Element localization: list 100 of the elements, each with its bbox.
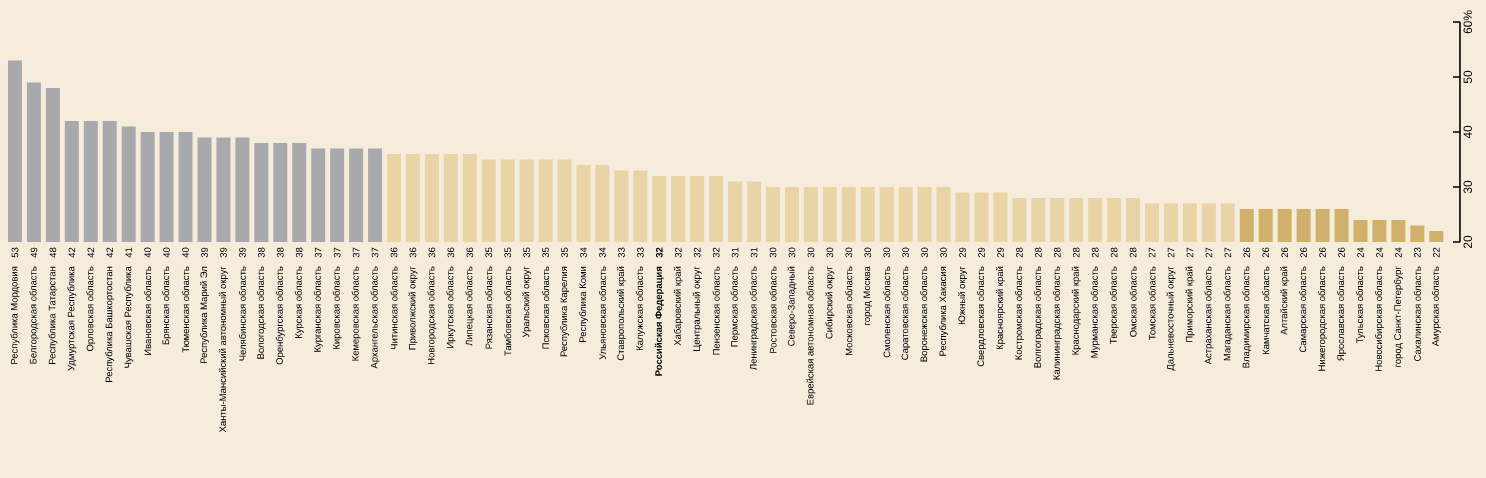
x-tick-label: Новгородская область — [427, 266, 437, 365]
data-label: 36 — [409, 247, 417, 258]
data-label: 30 — [826, 247, 834, 258]
data-label: 36 — [447, 247, 455, 258]
data-label: 38 — [257, 247, 265, 258]
x-tick-label: Омская область — [1129, 266, 1137, 337]
data-label: 30 — [845, 247, 853, 258]
data-label: 34 — [599, 247, 606, 258]
x-tick-label: Тюменская область — [182, 266, 190, 353]
x-tick-label: Ульяновская область — [598, 266, 606, 360]
y-tick-label: 40 — [1463, 125, 1472, 139]
data-label: 32 — [712, 247, 720, 258]
x-tick-label: Брянская область — [162, 266, 172, 345]
data-label: 36 — [466, 247, 474, 258]
x-tick-label: Пензенская область — [712, 266, 720, 355]
x-tick-label: Белгородская область — [29, 266, 39, 364]
x-tick-label: Новосибирская область — [1374, 266, 1384, 371]
y-tick-label: 60% — [1463, 10, 1472, 34]
x-tick-label: Тульская область — [1356, 266, 1365, 344]
x-tick-label: Амурская область — [1431, 266, 1441, 347]
x-tick-label: Еврейская автономная область — [806, 266, 816, 405]
data-label: 26 — [1262, 247, 1270, 258]
x-tick-label: Кемеровская область — [351, 266, 361, 361]
data-label: 29 — [978, 247, 985, 258]
x-tick-label: Рязанская область — [485, 266, 493, 349]
x-tick-label: город Санкт-Петербург — [1393, 266, 1403, 367]
data-label: 27 — [1205, 247, 1213, 258]
x-tick-label: Астраханская область — [1204, 266, 1214, 365]
data-label: 28 — [1053, 247, 1061, 258]
data-label: 23 — [1413, 247, 1421, 258]
x-tick-label: Ставропольский край — [616, 266, 626, 361]
x-tick-label: Алтайский край — [1280, 266, 1290, 335]
x-tick-label: Липецкая область — [465, 266, 475, 346]
data-label: 30 — [940, 247, 947, 258]
x-tick-label: Владимирская область — [1242, 266, 1252, 368]
data-label: 26 — [1338, 247, 1345, 258]
x-tick-label: Мурманская область — [1090, 266, 1100, 358]
data-label: 53 — [11, 247, 19, 258]
data-label: 33 — [618, 247, 625, 258]
y-tick-label: 50 — [1463, 70, 1472, 84]
x-tick-label: Калужская область — [635, 266, 645, 351]
data-label: 26 — [1319, 247, 1326, 258]
x-tick-label: Республика Башкортостан — [105, 266, 115, 382]
data-label: 39 — [201, 247, 208, 258]
data-label: 35 — [542, 247, 549, 258]
data-label: 31 — [731, 247, 739, 258]
data-label: 32 — [693, 247, 701, 258]
data-label: 37 — [314, 247, 322, 258]
x-tick-label: Центральный округ — [692, 266, 702, 351]
data-label: 26 — [1300, 247, 1307, 258]
data-label: 28 — [1129, 247, 1137, 258]
data-label: 49 — [30, 247, 38, 258]
data-label: 28 — [1091, 247, 1099, 258]
x-tick-label: Республика Татарстан — [48, 266, 58, 364]
data-label: 24 — [1376, 247, 1383, 258]
x-tick-label: Тверская область — [1109, 266, 1119, 344]
data-label: 39 — [220, 247, 227, 258]
x-tick-label: Приволжский округ — [408, 266, 418, 350]
x-tick-label: Хабаровский край — [673, 266, 683, 346]
x-tick-label: Ивановская область — [144, 266, 152, 355]
x-tick-label: Сибирский округ — [825, 266, 835, 339]
data-label: 33 — [637, 247, 644, 258]
data-label: 27 — [1148, 247, 1156, 258]
x-tick-label: Самарская область — [1299, 266, 1309, 353]
data-label: 36 — [428, 247, 436, 258]
data-label: 28 — [1034, 247, 1042, 258]
x-tick-label: Республика Карелия — [560, 266, 569, 357]
x-tick-label: Костромская область — [1014, 266, 1024, 360]
data-label: 30 — [902, 247, 910, 258]
x-tick-label: Орловская область — [86, 266, 96, 352]
x-tick-label: Российская Федерация — [654, 266, 664, 376]
x-tick-label: Тамбовская область — [504, 266, 512, 356]
x-tick-label: Оренбургская область — [275, 266, 285, 365]
x-tick-label: Смоленская область — [883, 266, 891, 358]
x-tick-label: Краснодарский край — [1071, 266, 1081, 355]
data-label: 35 — [523, 247, 530, 258]
x-tick-label: Саратовская область — [901, 266, 911, 360]
x-tick-label: Кировская область — [332, 266, 342, 349]
x-tick-label: Нижегородская область — [1318, 266, 1328, 371]
data-label: 42 — [106, 247, 114, 258]
data-label: 27 — [1224, 247, 1232, 258]
data-label: 40 — [182, 247, 189, 258]
x-tick-label: Ленинградская область — [749, 266, 759, 370]
data-label: 28 — [1016, 247, 1023, 258]
data-label: 39 — [239, 247, 246, 258]
x-tick-label: Ханты-Мансийский автономный округ — [218, 266, 228, 433]
data-label: 35 — [485, 247, 493, 258]
x-tick-label: Республика Коми — [579, 266, 588, 342]
x-tick-label: Магаданская область — [1223, 266, 1233, 361]
x-tick-label: Ростовская область — [769, 266, 777, 353]
data-label: 30 — [883, 247, 891, 258]
x-tick-label: Сахалинская область — [1413, 266, 1421, 361]
data-label: 37 — [352, 247, 360, 258]
x-tick-label: город Москва — [863, 266, 872, 325]
data-label: 42 — [87, 247, 95, 258]
data-label: 40 — [163, 247, 170, 258]
data-label: 32 — [655, 247, 663, 258]
data-label: 32 — [674, 247, 682, 258]
x-tick-label: Калининградская область — [1052, 266, 1062, 380]
data-label: 24 — [1395, 247, 1402, 258]
